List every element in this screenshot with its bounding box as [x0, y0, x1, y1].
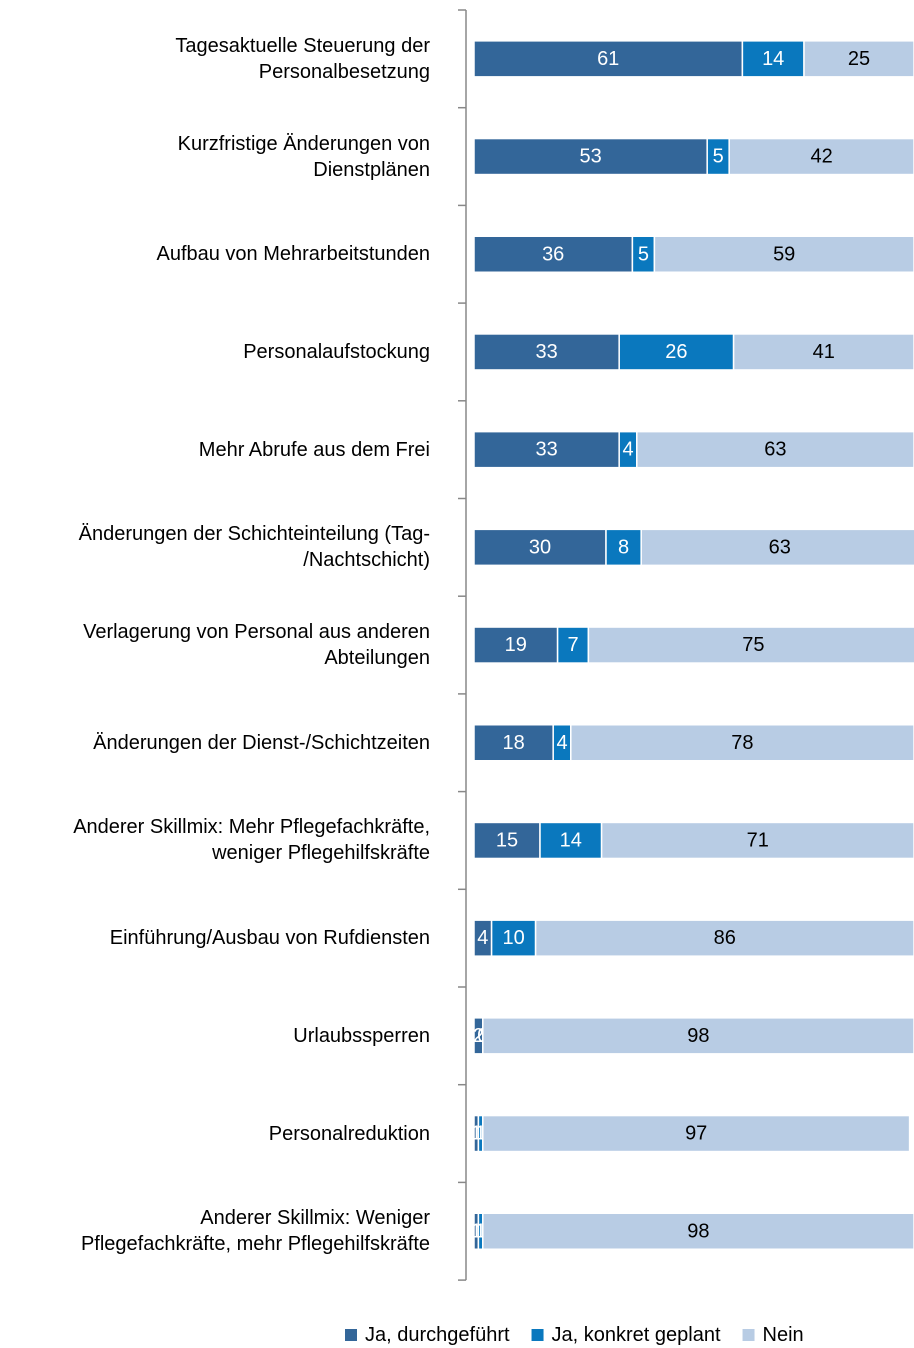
data-label: 1	[471, 1123, 482, 1145]
data-label: 7	[567, 634, 578, 656]
category-label: Anderer Skillmix: Mehr Pflegefachkräfte,…	[73, 816, 430, 865]
legend-label: Ja, durchgeführt	[365, 1324, 510, 1346]
category-label: Einführung/Ausbau von Rufdiensten	[109, 927, 430, 950]
legend-swatch	[742, 1329, 755, 1341]
category-label: Anderer Skillmix: Weniger Pflegefachkräf…	[80, 1207, 430, 1256]
category-label: Kurzfristige Änderungen von Dienstplänen	[177, 132, 430, 181]
category-label: Mehr Abrufe aus dem Frei	[198, 438, 430, 461]
data-label: 98	[687, 1220, 709, 1242]
category-label: Änderungen der Schichteinteilung (Tag- /…	[78, 523, 430, 572]
bar-segment	[473, 137, 708, 176]
data-label: 1	[471, 1220, 482, 1242]
bar-segment	[482, 1114, 911, 1153]
data-label: 4	[477, 927, 488, 949]
data-label: 41	[813, 341, 835, 363]
bar-segment	[473, 40, 744, 78]
category-label: Personalaufstockung	[243, 340, 430, 363]
bar-segment	[473, 626, 559, 664]
data-label: 14	[762, 48, 784, 70]
data-label: 4	[622, 439, 633, 461]
bar-segment	[473, 724, 554, 762]
data-label: 14	[560, 829, 582, 851]
data-label: 4	[556, 732, 567, 754]
category-label: Personalreduktion	[268, 1122, 430, 1145]
bar-segment	[539, 821, 603, 860]
data-label: 98	[687, 1025, 709, 1047]
bar-segment	[803, 40, 914, 78]
category-label: Verlagerung von Personal aus anderen Abt…	[83, 621, 430, 670]
data-label: 71	[747, 829, 769, 851]
data-label: 59	[773, 243, 795, 265]
data-label: 36	[542, 243, 564, 265]
data-label: 19	[505, 634, 527, 656]
bar-segment	[482, 1017, 914, 1055]
bar-segment	[473, 333, 620, 371]
bar-segment	[587, 626, 914, 664]
category-label: Aufbau von Mehrarbeitstunden	[156, 243, 430, 266]
bar-segment	[636, 430, 914, 469]
data-label: 75	[742, 634, 764, 656]
bar-segment	[605, 528, 642, 567]
data-label: 8	[618, 536, 629, 558]
bar-segment	[640, 528, 914, 567]
data-label: 33	[535, 439, 557, 461]
bar-segment	[473, 235, 634, 273]
category-label: Urlaubssperren	[293, 1024, 430, 1047]
data-label: 25	[848, 48, 870, 70]
data-label: 53	[579, 146, 601, 168]
data-label: 63	[769, 536, 791, 558]
data-label: 86	[714, 927, 736, 949]
bar-segment	[600, 821, 914, 860]
bar-segment	[556, 626, 590, 664]
data-label: 30	[529, 536, 551, 558]
data-label: 15	[496, 829, 518, 851]
data-label: 61	[597, 48, 619, 70]
data-label: 26	[665, 341, 687, 363]
bar-segment	[653, 235, 914, 273]
bar-segment	[618, 333, 735, 371]
data-label: 1	[475, 1123, 486, 1145]
data-label: 42	[810, 146, 832, 168]
legend-swatch	[531, 1329, 544, 1341]
category-label: Änderungen der Dienst-/Schichtzeiten	[93, 731, 430, 754]
data-label: 63	[764, 439, 786, 461]
data-label: 2	[473, 1025, 484, 1047]
bar-segment	[473, 821, 541, 860]
data-label: 33	[535, 341, 557, 363]
bar-segment	[570, 724, 914, 762]
data-label: 18	[502, 732, 524, 754]
data-label: 97	[685, 1123, 707, 1145]
data-label: 5	[713, 146, 724, 168]
data-label: 5	[638, 243, 649, 265]
data-label: 10	[502, 927, 524, 949]
bar-segment	[732, 333, 914, 371]
bar-segment	[482, 1212, 914, 1250]
bar-segment	[728, 137, 914, 176]
data-label: 78	[731, 732, 753, 754]
legend-label: Nein	[763, 1324, 804, 1346]
legend-label: Ja, konkret geplant	[552, 1324, 721, 1346]
bar-segment	[473, 528, 607, 567]
category-label: Tagesaktuelle Steuerung der Personalbese…	[175, 34, 430, 83]
data-label: 1	[475, 1220, 486, 1242]
legend-swatch	[345, 1329, 357, 1341]
